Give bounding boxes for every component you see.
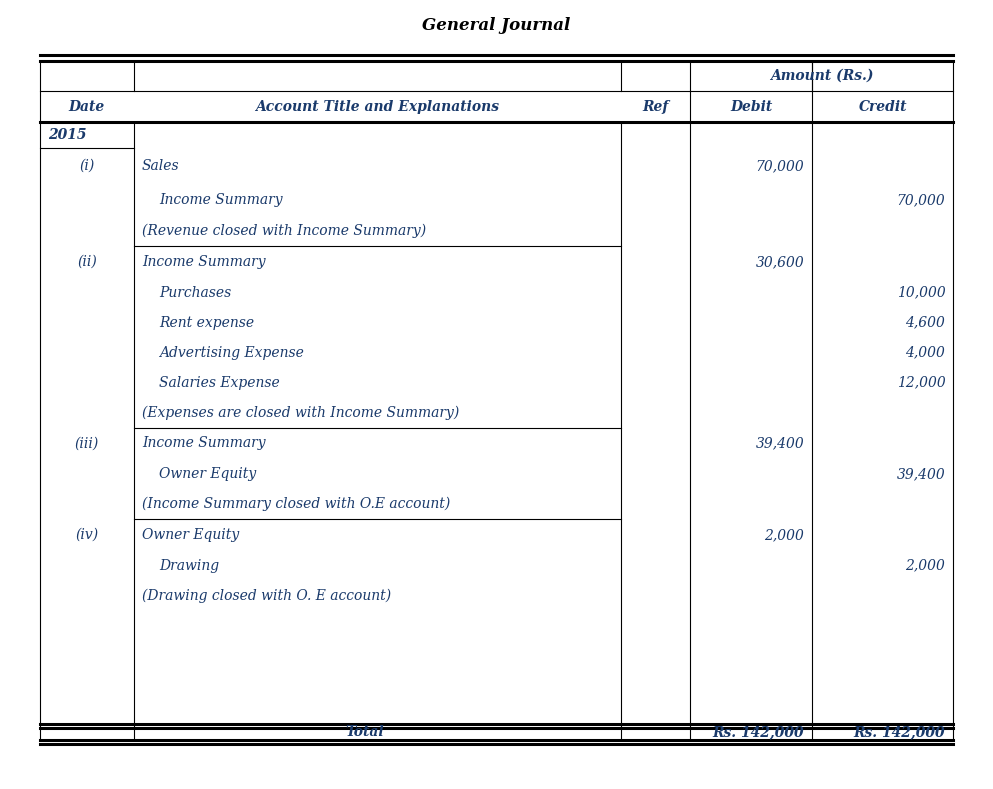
Text: Total: Total: [346, 725, 384, 739]
Text: Salaries Expense: Salaries Expense: [159, 376, 280, 390]
Text: Credit: Credit: [859, 99, 907, 114]
Text: 2015: 2015: [48, 128, 86, 142]
Text: (ii): (ii): [77, 255, 96, 269]
Text: Income Summary: Income Summary: [159, 193, 282, 208]
Text: Rs. 142,000: Rs. 142,000: [713, 725, 804, 739]
Text: Advertising Expense: Advertising Expense: [159, 346, 304, 360]
Text: Rent expense: Rent expense: [159, 316, 254, 330]
Text: 39,400: 39,400: [756, 436, 804, 451]
Text: 70,000: 70,000: [897, 193, 945, 208]
Text: (Revenue closed with Income Summary): (Revenue closed with Income Summary): [142, 224, 426, 238]
Text: Debit: Debit: [730, 99, 773, 114]
Text: (iv): (iv): [75, 528, 98, 542]
Text: 70,000: 70,000: [756, 159, 804, 173]
Text: 10,000: 10,000: [897, 286, 945, 300]
Text: (i): (i): [79, 159, 94, 173]
Text: 4,600: 4,600: [906, 316, 945, 330]
Text: (Expenses are closed with Income Summary): (Expenses are closed with Income Summary…: [142, 406, 459, 420]
Text: Ref: Ref: [642, 99, 668, 114]
Text: (Drawing closed with O. E account): (Drawing closed with O. E account): [142, 589, 391, 603]
Text: Purchases: Purchases: [159, 286, 231, 300]
Text: Owner Equity: Owner Equity: [142, 528, 239, 542]
Text: Date: Date: [69, 99, 105, 114]
Text: Drawing: Drawing: [159, 559, 219, 573]
Text: Account Title and Explanations: Account Title and Explanations: [255, 99, 499, 114]
Text: 12,000: 12,000: [897, 376, 945, 390]
Text: 39,400: 39,400: [897, 467, 945, 481]
Text: 2,000: 2,000: [906, 559, 945, 573]
Text: (Income Summary closed with O.E account): (Income Summary closed with O.E account): [142, 497, 450, 511]
Text: Rs. 142,000: Rs. 142,000: [854, 725, 945, 739]
Text: Owner Equity: Owner Equity: [159, 467, 256, 481]
Text: Income Summary: Income Summary: [142, 255, 265, 269]
Text: 4,000: 4,000: [906, 346, 945, 360]
Text: Amount (Rs.): Amount (Rs.): [770, 69, 874, 83]
Text: 2,000: 2,000: [765, 528, 804, 542]
Text: Sales: Sales: [142, 159, 180, 173]
Text: Income Summary: Income Summary: [142, 436, 265, 451]
Text: (iii): (iii): [74, 436, 99, 451]
Text: 30,600: 30,600: [756, 255, 804, 269]
Text: General Journal: General Journal: [422, 17, 571, 34]
